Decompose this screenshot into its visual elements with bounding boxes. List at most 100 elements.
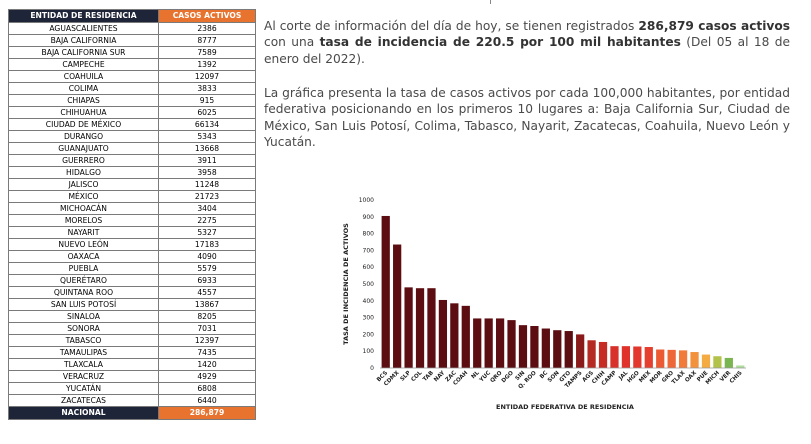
state-cell: QUINTANA ROO — [8, 286, 159, 299]
state-cell: BAJA CALIFORNIA SUR — [8, 46, 159, 59]
cases-cell: 6025 — [158, 106, 256, 119]
cases-cell: 11248 — [158, 178, 256, 191]
cases-cell: 915 — [158, 94, 256, 107]
table-body: AGUASCALIENTES 2386 BAJA CALIFORNIA 8777 BAJ… — [8, 22, 256, 407]
y-tick-label: 1000 — [359, 197, 374, 204]
state-cell: NUEVO LEÓN — [8, 238, 159, 251]
cases-cell: 4929 — [158, 370, 256, 383]
state-cell: COAHUILA — [8, 70, 159, 83]
bar-ver — [724, 357, 733, 368]
cases-cell: 4557 — [158, 286, 256, 299]
state-cell: SAN LUIS POTOSÍ — [8, 298, 159, 311]
x-tick-label: YUC — [478, 370, 492, 384]
state-cell: JALISCO — [8, 178, 159, 191]
cases-cell: 6808 — [158, 382, 256, 395]
bar-hgo — [633, 346, 642, 368]
cases-cell: 7589 — [158, 46, 256, 59]
table-row: ZACATECAS 6440 — [8, 394, 256, 407]
table-row: SONORA 7031 — [8, 322, 256, 335]
bar-pue — [701, 354, 711, 368]
header-cases: CASOS ACTIVOS — [158, 9, 256, 23]
state-cell: OAXACA — [8, 250, 159, 263]
y-tick-label: 600 — [363, 264, 375, 271]
cases-cell: 6440 — [158, 394, 256, 407]
x-tick-label: NL — [471, 370, 481, 380]
table-row: GUANAJUATO 13668 — [8, 142, 256, 155]
cases-cell: 3404 — [158, 202, 256, 215]
state-cell: ZACATECAS — [8, 394, 159, 407]
table-row: MICHOACÁN 3404 — [8, 202, 256, 215]
state-cell: GUANAJUATO — [8, 142, 159, 155]
cases-cell: 21723 — [158, 190, 256, 203]
state-cell: AGUASCALIENTES — [8, 22, 159, 35]
x-tick-label: OAX — [684, 370, 698, 384]
cases-cell: 12097 — [158, 70, 256, 83]
bar-mich — [713, 356, 722, 368]
bar-mor — [656, 349, 665, 368]
bar-coah — [461, 305, 470, 368]
cases-cell: 66134 — [158, 118, 256, 131]
y-tick-label: 500 — [363, 281, 375, 288]
cases-table-container: ENTIDAD DE RESIDENCIA CASOS ACTIVOS AGUA… — [8, 9, 256, 420]
state-cell: COLIMA — [8, 82, 159, 95]
cases-cell: 4090 — [158, 250, 256, 263]
state-cell: TABASCO — [8, 334, 159, 347]
table-row: CHIAPAS 915 — [8, 94, 256, 107]
table-row: TLAXCALA 1420 — [8, 358, 256, 371]
x-tick-label: SLP — [399, 370, 412, 383]
bar-oax — [690, 352, 699, 368]
x-tick-label: COL — [410, 370, 423, 383]
table-row: GUERRERO 3911 — [8, 154, 256, 167]
x-tick-label: MICH — [705, 370, 721, 386]
summary-cases-bold: 286,879 casos activos — [638, 19, 790, 33]
table-row: MÉXICO 21723 — [8, 190, 256, 203]
state-cell: CHIHUAHUA — [8, 106, 159, 119]
y-axis-label: TASA DE INCIDENCIA DE ACTIVOS — [342, 223, 350, 345]
state-cell: VERACRUZ — [8, 370, 159, 383]
cases-cell: 13668 — [158, 142, 256, 155]
bar-qro — [495, 318, 505, 368]
table-row: BAJA CALIFORNIA 8777 — [8, 34, 256, 47]
bar-tlax — [678, 350, 688, 368]
cases-cell: 3911 — [158, 154, 256, 167]
bar-chis — [736, 365, 745, 368]
table-row: NAYARIT 5327 — [8, 226, 256, 239]
cases-cell: 2275 — [158, 214, 256, 227]
state-cell: CAMPECHE — [8, 58, 159, 71]
cases-cell: 12397 — [158, 334, 256, 347]
summary-text-3: (Del 05 al 18 de enero del 2022). — [264, 35, 791, 66]
summary-text-2: con una — [264, 35, 320, 50]
bar-son — [553, 330, 562, 368]
bar-sin — [518, 325, 528, 368]
y-tick-label: 800 — [363, 231, 375, 238]
state-cell: QUERÉTARO — [8, 274, 159, 287]
bar-tamps — [576, 334, 585, 368]
table-row: MORELOS 2275 — [8, 214, 256, 227]
bar-dgo — [507, 320, 516, 368]
y-tick-label: 300 — [363, 315, 375, 322]
x-tick-label: SON — [547, 370, 561, 384]
x-tick-label: NAY — [433, 370, 447, 384]
table-row: HIDALGO 3958 — [8, 166, 256, 179]
x-tick-label: DGO — [501, 370, 515, 384]
y-tick-label: 200 — [363, 331, 375, 338]
y-tick-label: 0 — [370, 365, 374, 372]
bar-yuc — [484, 318, 493, 368]
cases-cell: 5343 — [158, 130, 256, 143]
x-tick-label: CHIS — [729, 370, 744, 385]
bar-chih — [598, 341, 608, 368]
total-value: 286,879 — [158, 406, 256, 420]
cases-cell: 8205 — [158, 310, 256, 323]
bar-gro — [667, 349, 676, 368]
y-tick-label: 700 — [363, 247, 375, 254]
table-row: SAN LUIS POTOSÍ 13867 — [8, 298, 256, 311]
cases-cell: 5579 — [158, 262, 256, 275]
state-cell: MICHOACÁN — [8, 202, 159, 215]
cases-cell: 3833 — [158, 82, 256, 95]
state-cell: CIUDAD DE MÉXICO — [8, 118, 159, 131]
x-tick-label: TLAX — [671, 370, 687, 386]
table-total-row: NACIONAL 286,879 — [8, 406, 256, 420]
y-tick-label: 900 — [363, 214, 375, 221]
bar-nay — [438, 299, 448, 368]
